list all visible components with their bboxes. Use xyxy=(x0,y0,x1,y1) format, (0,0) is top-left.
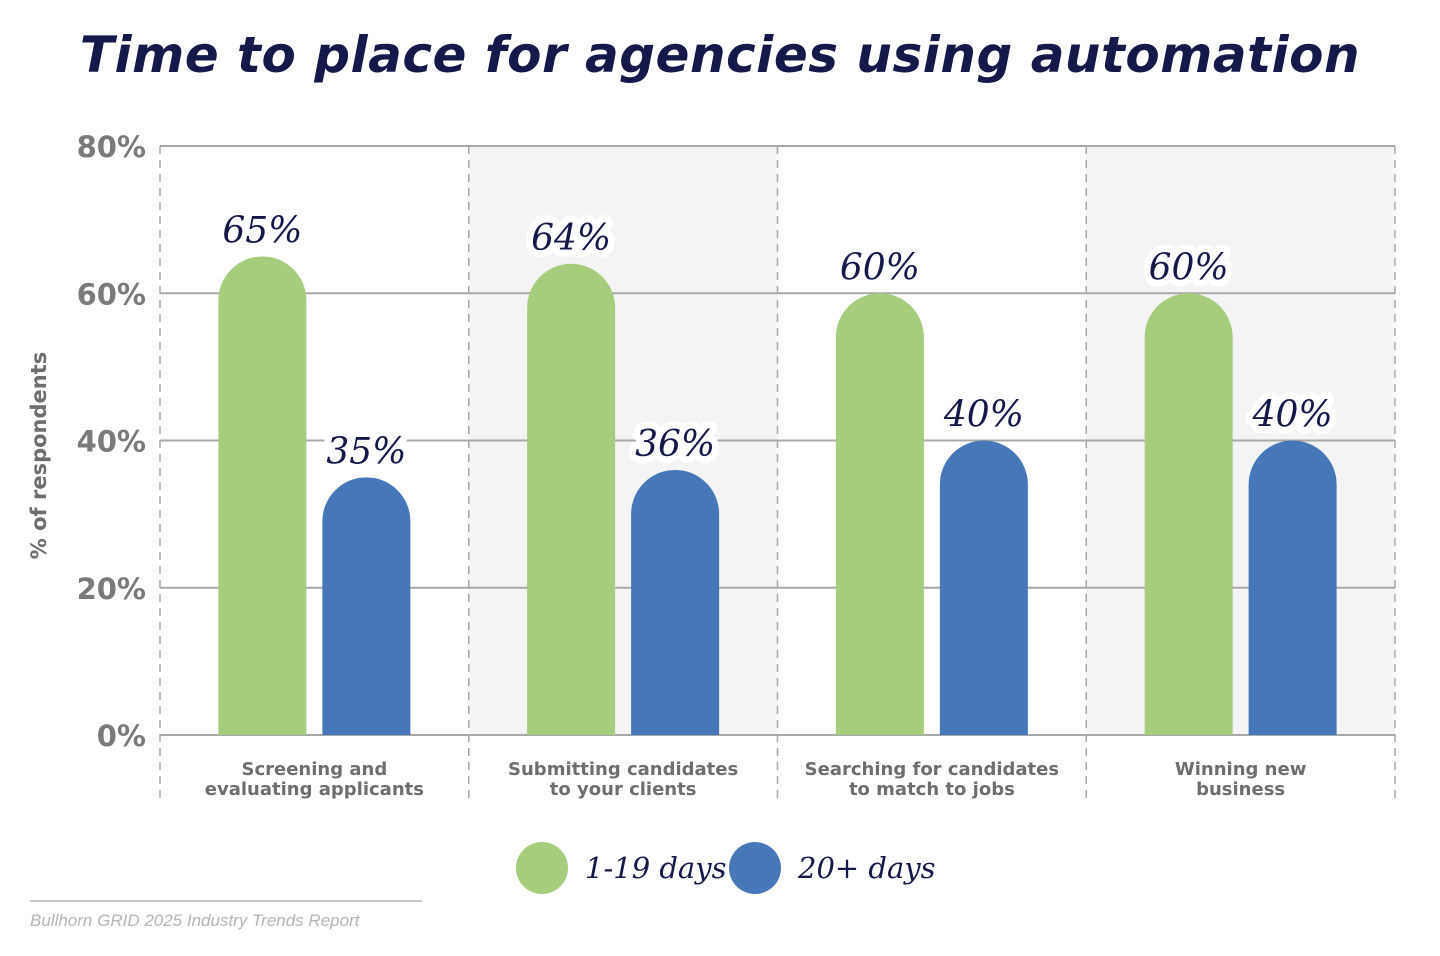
y-tick-label: 20% xyxy=(77,572,146,606)
data-label: 40% xyxy=(943,395,1024,436)
legend-label: 1-19 days xyxy=(585,851,727,885)
y-tick-label: 60% xyxy=(77,277,146,311)
bar-series-1 xyxy=(1144,293,1233,735)
bar-series-2 xyxy=(1248,440,1337,735)
category-label: business xyxy=(1196,779,1285,800)
y-tick-label: 0% xyxy=(97,719,146,753)
data-label: 40% xyxy=(1252,395,1333,436)
data-label: 60% xyxy=(1149,247,1229,288)
bar-series-2 xyxy=(322,477,411,735)
data-label: 35% xyxy=(326,431,406,472)
legend-swatch xyxy=(729,842,781,894)
bar-series-1 xyxy=(527,263,616,735)
y-tick-label: 80% xyxy=(77,130,146,164)
legend-label: 20+ days xyxy=(797,851,936,885)
category-label: Searching for candidates xyxy=(805,759,1059,780)
source-note: Bullhorn GRID 2025 Industry Trends Repor… xyxy=(30,911,360,930)
category-label: Submitting candidates xyxy=(508,759,738,780)
bar-series-1 xyxy=(218,256,307,735)
legend-swatch xyxy=(516,842,568,894)
data-label: 60% xyxy=(840,247,920,288)
bar-series-1 xyxy=(835,293,924,735)
category-label: Winning new xyxy=(1175,759,1306,780)
category-label: to match to jobs xyxy=(849,779,1015,800)
category-label: Screening and xyxy=(242,759,388,780)
bar-series-2 xyxy=(939,440,1028,735)
y-tick-label: 40% xyxy=(77,425,146,459)
data-label: 64% xyxy=(531,218,611,259)
y-axis-title: % of respondents xyxy=(27,352,51,560)
category-label: evaluating applicants xyxy=(205,779,424,800)
chart-title: Time to place for agencies using automat… xyxy=(79,26,1361,84)
bar-series-2 xyxy=(631,469,720,735)
category-label: to your clients xyxy=(550,779,697,800)
data-label: 65% xyxy=(222,210,302,251)
source-divider xyxy=(30,900,422,902)
data-label: 36% xyxy=(635,424,715,465)
